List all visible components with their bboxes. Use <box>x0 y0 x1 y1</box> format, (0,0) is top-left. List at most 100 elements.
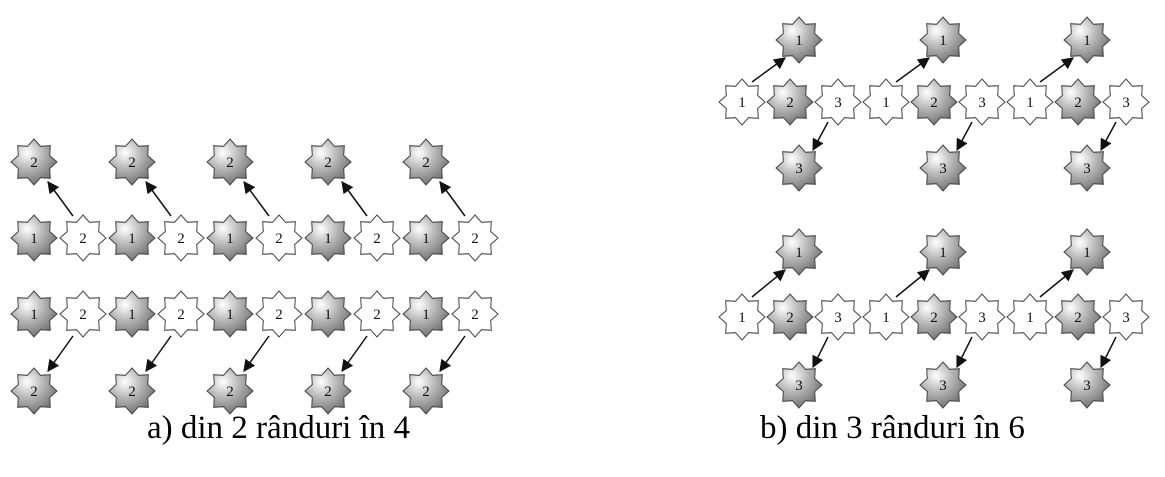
star-shape <box>1054 293 1102 341</box>
arrow <box>751 269 786 298</box>
star-shape <box>958 78 1006 126</box>
filled-star: 1 <box>402 290 450 338</box>
filled-star: 2 <box>108 138 156 186</box>
star-shape <box>718 293 766 341</box>
star-number: 1 <box>1026 310 1034 326</box>
star-number: 1 <box>1083 33 1091 49</box>
star-number: 2 <box>786 95 794 111</box>
star-shape <box>718 78 766 126</box>
star-number: 1 <box>882 95 890 111</box>
star-number: 2 <box>373 307 381 323</box>
star-shape <box>304 367 352 415</box>
arrow <box>439 181 466 217</box>
outline-star: 2 <box>59 214 107 262</box>
star-number: 2 <box>30 384 38 400</box>
star-number: 1 <box>324 307 332 323</box>
filled-star: 2 <box>766 78 814 126</box>
star-shape <box>814 78 862 126</box>
outline-star: 3 <box>958 78 1006 126</box>
star-shape <box>1102 293 1150 341</box>
star-shape <box>775 16 823 64</box>
star-shape <box>255 214 303 262</box>
star-number: 2 <box>226 155 234 171</box>
filled-star: 1 <box>10 214 58 262</box>
filled-star: 2 <box>1054 293 1102 341</box>
star-number: 3 <box>1083 161 1091 177</box>
filled-star: 2 <box>1054 78 1102 126</box>
filled-star: 1 <box>304 290 352 338</box>
filled-star: 2 <box>910 293 958 341</box>
star-number: 2 <box>324 155 332 171</box>
star-number: 3 <box>1122 310 1130 326</box>
star-number: 3 <box>978 310 986 326</box>
outline-star: 3 <box>814 293 862 341</box>
star-number: 2 <box>30 155 38 171</box>
star-number: 1 <box>1026 95 1034 111</box>
star-shape <box>1063 361 1111 409</box>
arrow <box>1100 336 1117 369</box>
star-shape <box>1063 16 1111 64</box>
outline-star: 3 <box>958 293 1006 341</box>
filled-star: 1 <box>402 214 450 262</box>
arrow <box>812 121 829 152</box>
star-number: 1 <box>738 95 746 111</box>
star-number: 2 <box>930 95 938 111</box>
star-number: 3 <box>795 378 803 394</box>
star-shape <box>206 290 254 338</box>
star-shape <box>10 214 58 262</box>
filled-star: 2 <box>10 367 58 415</box>
star-shape <box>919 228 967 276</box>
outline-star: 3 <box>1102 78 1150 126</box>
star-number: 1 <box>738 310 746 326</box>
star-shape <box>402 138 450 186</box>
filled-star: 3 <box>1063 144 1111 192</box>
star-number: 2 <box>128 384 136 400</box>
star-shape <box>108 138 156 186</box>
star-shape <box>402 214 450 262</box>
arrow <box>895 57 930 83</box>
star-number: 1 <box>795 245 803 261</box>
filled-star: 2 <box>402 138 450 186</box>
outline-star: 2 <box>451 214 499 262</box>
star-shape <box>1006 78 1054 126</box>
star-shape <box>919 16 967 64</box>
filled-star: 1 <box>10 290 58 338</box>
star-number: 1 <box>795 33 803 49</box>
star-shape <box>775 361 823 409</box>
star-number: 1 <box>939 33 947 49</box>
star-shape <box>304 290 352 338</box>
star-number: 2 <box>471 231 479 247</box>
star-number: 1 <box>128 307 136 323</box>
star-number: 3 <box>978 95 986 111</box>
arrow <box>145 181 172 217</box>
star-shape <box>910 293 958 341</box>
arrow <box>145 335 172 372</box>
star-number: 1 <box>324 231 332 247</box>
star-shape <box>402 367 450 415</box>
star-number: 2 <box>1074 95 1082 111</box>
star-number: 2 <box>422 384 430 400</box>
filled-star: 2 <box>766 293 814 341</box>
outline-star: 2 <box>157 214 205 262</box>
outline-star: 3 <box>814 78 862 126</box>
outline-star: 2 <box>353 214 401 262</box>
star-shape <box>1054 78 1102 126</box>
star-number: 2 <box>930 310 938 326</box>
star-number: 3 <box>834 95 842 111</box>
star-shape <box>353 290 401 338</box>
filled-star: 1 <box>919 228 967 276</box>
arrow <box>956 121 973 152</box>
star-number: 1 <box>226 231 234 247</box>
star-shape <box>157 214 205 262</box>
star-shape <box>255 290 303 338</box>
outline-star: 1 <box>1006 78 1054 126</box>
star-number: 3 <box>939 161 947 177</box>
star-shape <box>206 138 254 186</box>
star-number: 1 <box>882 310 890 326</box>
star-shape <box>206 214 254 262</box>
star-shape <box>766 78 814 126</box>
star-shape <box>766 293 814 341</box>
star-shape <box>402 290 450 338</box>
arrow <box>1100 121 1117 152</box>
star-shape <box>304 214 352 262</box>
